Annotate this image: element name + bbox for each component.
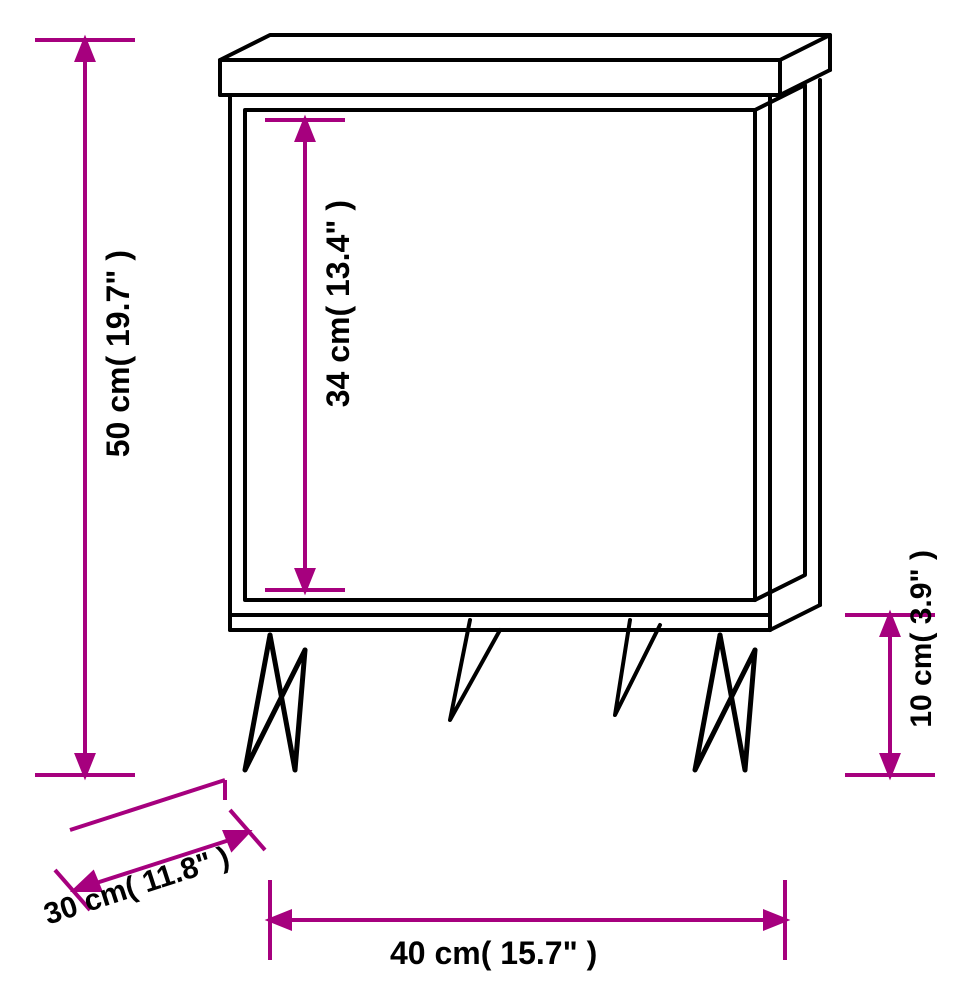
diagram-canvas bbox=[0, 0, 962, 1003]
label-height-total: 50 cm( 19.7" ) bbox=[100, 250, 137, 457]
dimension-lines bbox=[35, 40, 935, 960]
label-height-door: 34 cm( 13.4" ) bbox=[320, 200, 357, 407]
label-width: 40 cm( 15.7" ) bbox=[390, 935, 597, 972]
label-height-legs: 10 cm( 3.9" ) bbox=[905, 550, 939, 728]
cabinet-outline bbox=[220, 35, 830, 770]
